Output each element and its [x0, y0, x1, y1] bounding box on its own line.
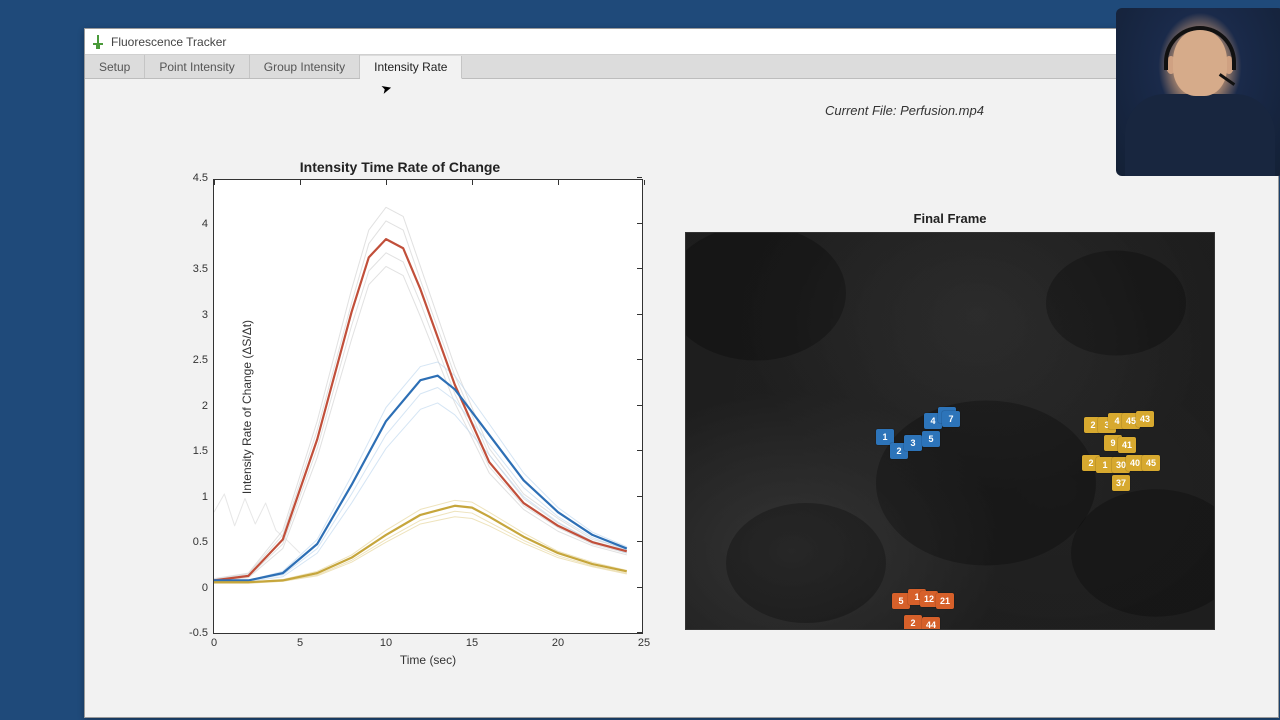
ytick-label: 2	[202, 400, 214, 412]
xtick-label: 25	[638, 633, 650, 649]
chart-axes[interactable]: Intensity Rate of Change (ΔS/Δt) Time (s…	[213, 179, 643, 634]
xtick-label: 0	[211, 633, 217, 649]
marker-yellow[interactable]: 43	[1136, 411, 1154, 427]
chart-svg	[214, 180, 644, 635]
current-file-name: Perfusion.mp4	[900, 103, 984, 118]
marker-yellow[interactable]: 37	[1112, 475, 1130, 491]
tab-group-intensity[interactable]: Group Intensity	[250, 55, 360, 78]
series-b2	[214, 387, 627, 580]
titlebar[interactable]: Fluorescence Tracker — ☐ ✕	[85, 29, 1278, 55]
frame-svg	[686, 233, 1215, 630]
marker-blue[interactable]: 7	[942, 411, 960, 427]
tab-intensity-rate[interactable]: Intensity Rate	[360, 56, 462, 79]
tab-setup[interactable]: Setup	[85, 55, 145, 78]
ytick-label: 1.5	[193, 445, 214, 457]
series-blue-main	[214, 376, 627, 581]
marker-orange[interactable]: 2	[904, 615, 922, 630]
frame-title: Final Frame	[685, 211, 1215, 226]
desktop: Fluorescence Tracker — ☐ ✕ SetupPoint In…	[0, 0, 1280, 720]
chart-panel: Intensity Time Rate of Change Intensity …	[145, 159, 655, 694]
ytick-label: 3	[202, 309, 214, 321]
xtick-label: 20	[552, 633, 564, 649]
window-title: Fluorescence Tracker	[111, 35, 226, 49]
marker-yellow[interactable]: 41	[1118, 437, 1136, 453]
frame-panel: Final Frame 1234567234454394121304045375…	[685, 211, 1215, 630]
series-g3	[214, 253, 627, 581]
presenter-overlay	[1116, 8, 1280, 176]
series-wiggle	[214, 494, 300, 553]
final-frame-image[interactable]: 123456723445439412130404537511221244	[685, 232, 1215, 630]
app-window: Fluorescence Tracker — ☐ ✕ SetupPoint In…	[84, 28, 1279, 718]
marker-blue[interactable]: 5	[922, 431, 940, 447]
ytick-label: 0	[202, 582, 214, 594]
app-icon	[91, 35, 105, 49]
chart-title: Intensity Time Rate of Change	[145, 159, 655, 175]
current-file-label: Current File: Perfusion.mp4	[825, 103, 984, 118]
xtick-label: 5	[297, 633, 303, 649]
content-area: Current File: Perfusion.mp4 Intensity Ti…	[85, 79, 1278, 717]
current-file-prefix: Current File:	[825, 103, 900, 118]
ytick-label: 2.5	[193, 354, 214, 366]
marker-orange[interactable]: 21	[936, 593, 954, 609]
series-g1	[214, 207, 627, 578]
xtick-label: 10	[380, 633, 392, 649]
ytick-label: 4	[202, 218, 214, 230]
series-g4	[214, 266, 627, 581]
marker-blue[interactable]: 3	[904, 435, 922, 451]
ytick-label: 1	[202, 491, 214, 503]
tab-bar: SetupPoint IntensityGroup IntensityInten…	[85, 55, 1278, 79]
chart-xlabel: Time (sec)	[400, 653, 456, 667]
ytick-label: 0.5	[193, 536, 214, 548]
ytick-label: 3.5	[193, 263, 214, 275]
ytick-label: 4.5	[193, 172, 214, 184]
tab-point-intensity[interactable]: Point Intensity	[145, 55, 249, 78]
marker-yellow[interactable]: 45	[1142, 455, 1160, 471]
cursor-icon: ➤	[379, 80, 394, 98]
xtick-label: 15	[466, 633, 478, 649]
marker-orange[interactable]: 44	[922, 617, 940, 630]
